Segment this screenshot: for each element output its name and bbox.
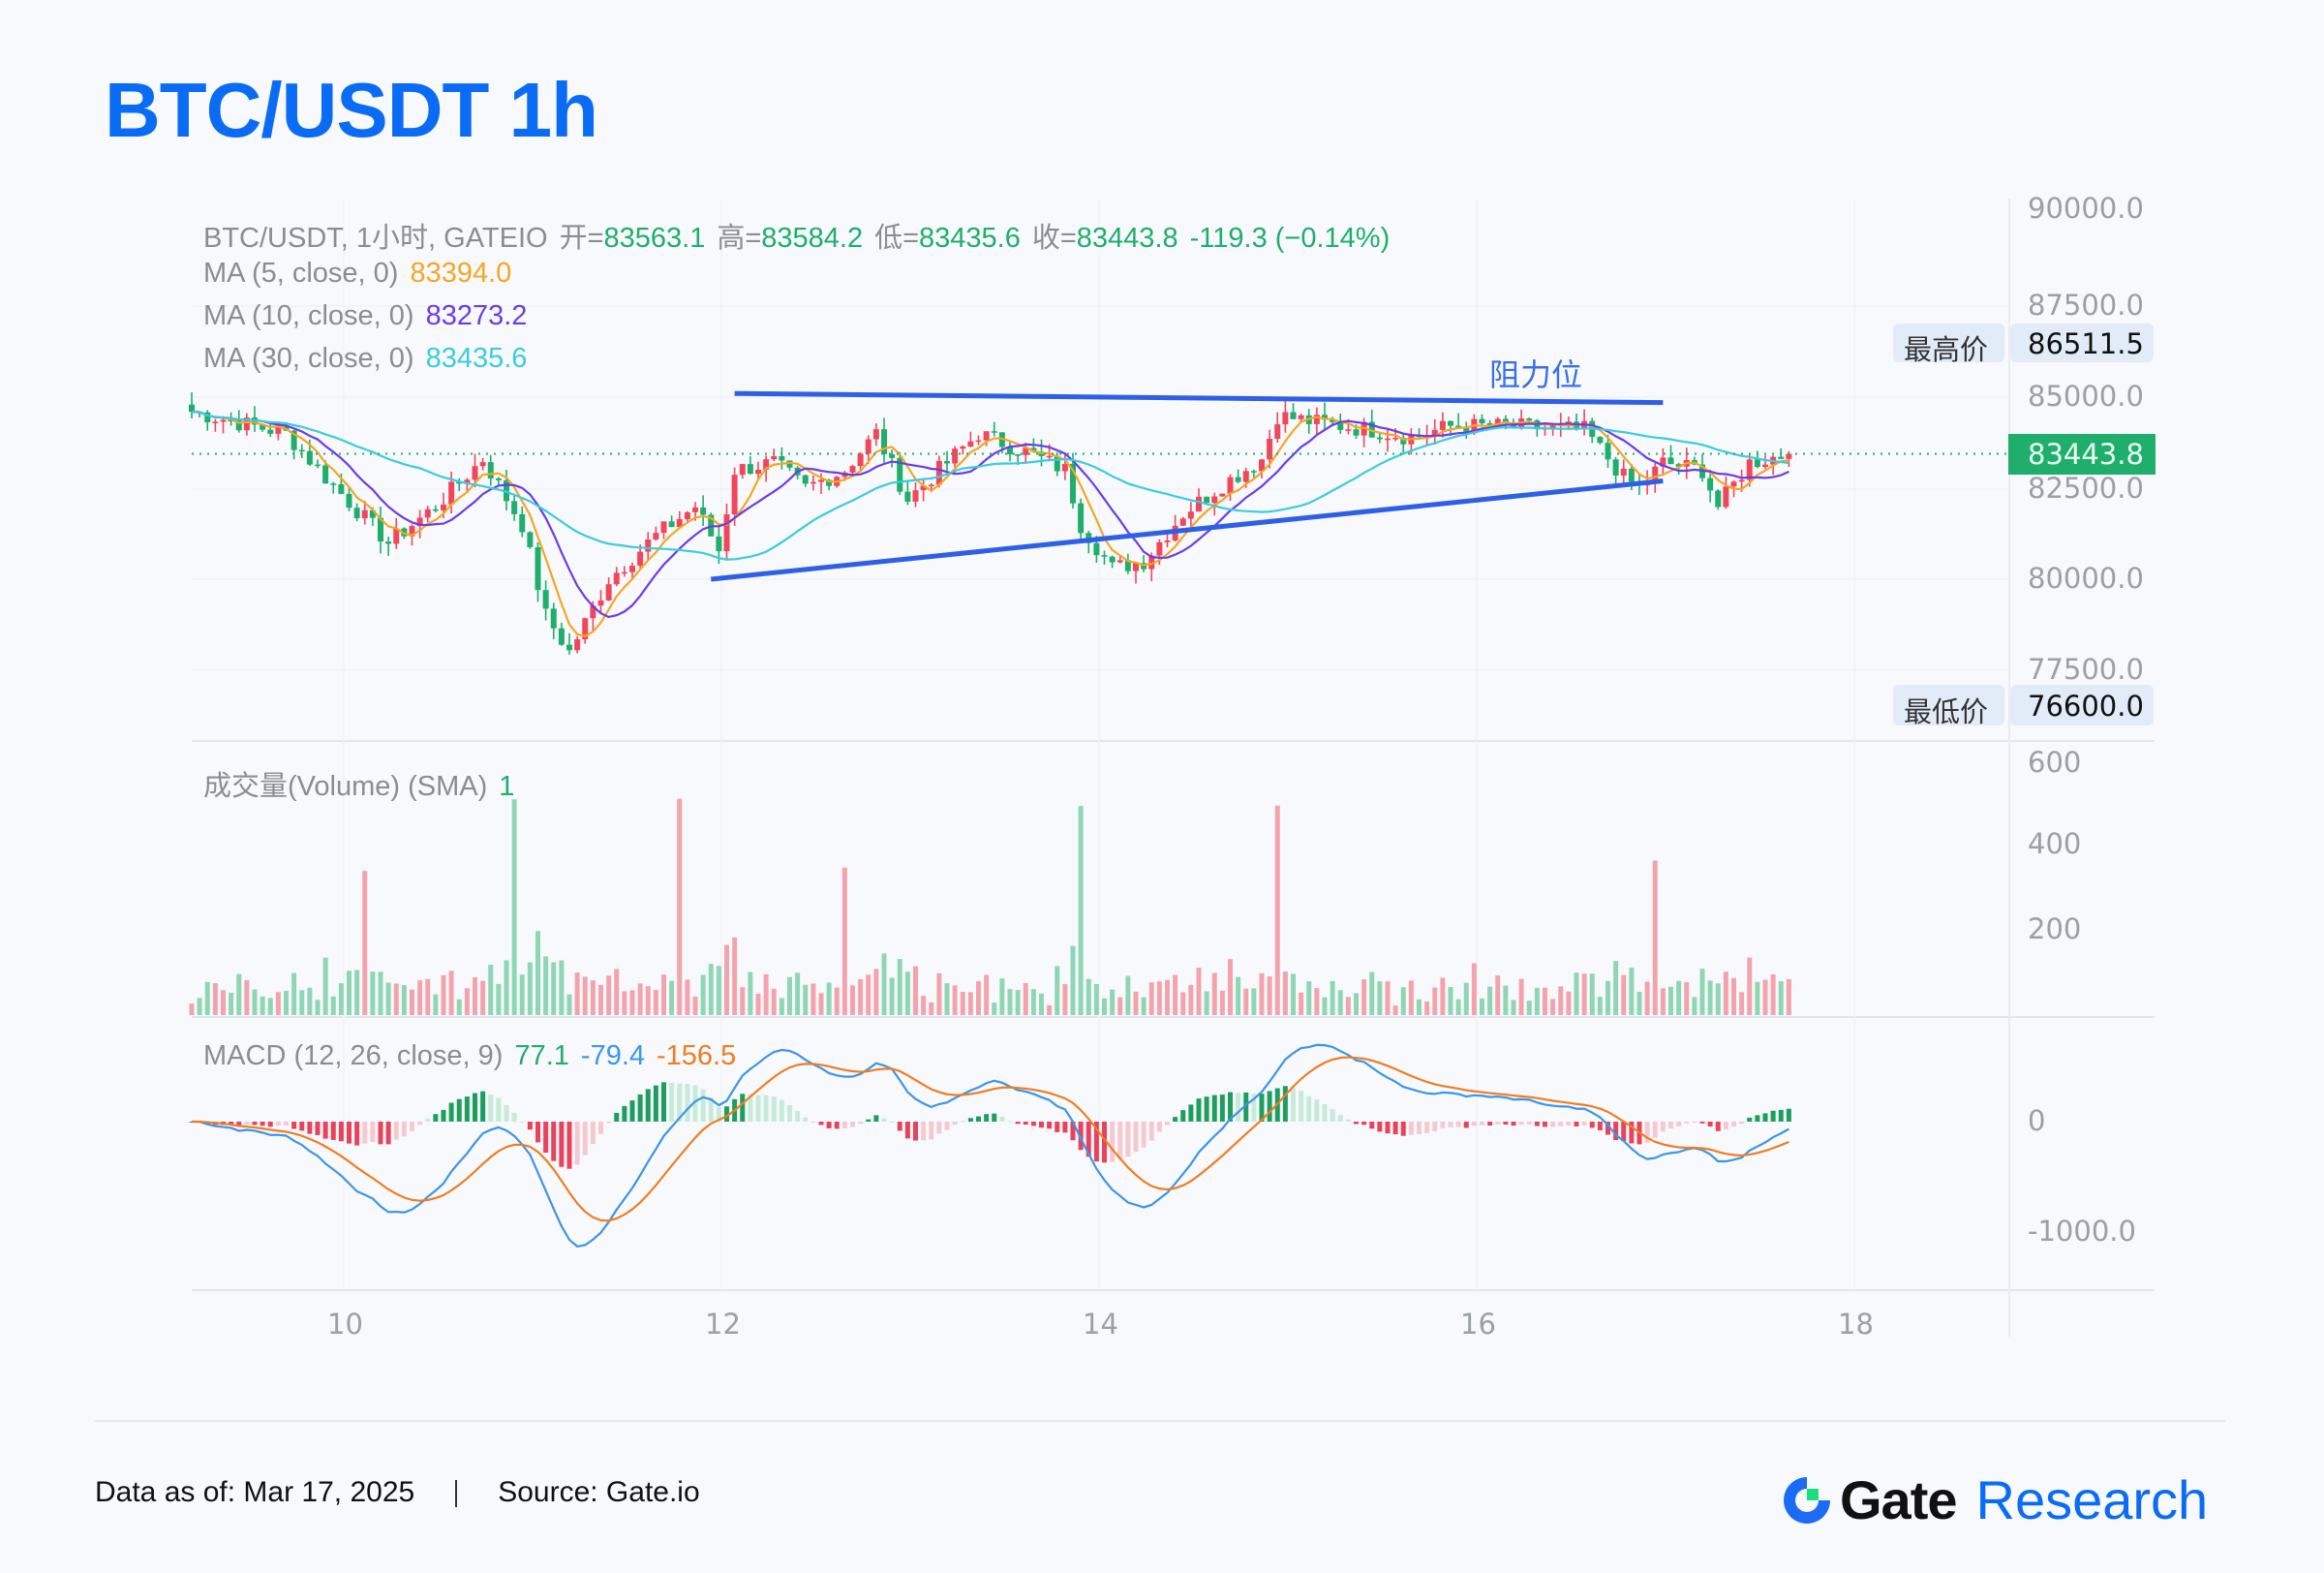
ma30-legend: MA (30, close, 0) 83435.6 [203, 343, 528, 374]
highest-label-box [1893, 324, 2004, 362]
price-tick: 90000.0 [2028, 192, 2144, 225]
time-tick: 10 [327, 1308, 363, 1341]
volume-tick: 200 [2028, 912, 2082, 945]
trendlines [710, 390, 1664, 582]
time-tick: 16 [1460, 1308, 1496, 1341]
lowest-label-box [1893, 685, 2004, 725]
macd-tick: 0 [2028, 1104, 2046, 1137]
page-title: BTC/USDT 1h [105, 67, 598, 153]
macd-legend: MACD (12, 26, close, 9) 77.1 -79.4 -156.5 [203, 1040, 737, 1071]
lowest-value: 76600.0 [2028, 690, 2144, 723]
data-date: Data as of: Mar 17, 2025 [95, 1476, 415, 1508]
lowest-value-box [2010, 685, 2154, 725]
lowest-label: 最低价 [1904, 695, 1989, 728]
logo-research: Research [1975, 1469, 2209, 1530]
price-tick: 77500.0 [2028, 653, 2144, 686]
volume-tick: 600 [2028, 746, 2082, 779]
volume-bars [189, 798, 1791, 1015]
resistance-label: 阻力位 [1489, 356, 1583, 393]
volume-legend: 成交量(Volume) (SMA) 1 [203, 771, 515, 802]
volume-tick: 400 [2028, 827, 2082, 860]
highest-label: 最高价 [1904, 333, 1989, 366]
gate-research-logo: Gate Research [1780, 1468, 2208, 1531]
footer: Data as of: Mar 17, 2025 Source: Gate.io [95, 1476, 700, 1509]
ma10-legend: MA (10, close, 0) 83273.2 [203, 300, 528, 331]
logo-gate: Gate [1840, 1469, 1957, 1530]
ma5-legend: MA (5, close, 0) 83394.0 [203, 258, 512, 289]
time-tick: 14 [1083, 1308, 1118, 1341]
time-tick: 18 [1838, 1308, 1874, 1341]
last-price-box [2008, 434, 2156, 475]
time-tick: 12 [705, 1308, 741, 1341]
moving-averages [191, 411, 2009, 637]
gate-logo-icon [1784, 1476, 1830, 1524]
price-tick: 87500.0 [2028, 289, 2144, 322]
footer-divider [95, 1420, 2225, 1422]
price-tick: 82500.0 [2028, 472, 2144, 505]
macd-pane [189, 1043, 1791, 1248]
price-tick: 85000.0 [2028, 380, 2144, 413]
highest-value: 86511.5 [2028, 327, 2144, 360]
footer-separator [455, 1480, 458, 1508]
macd-tick: -1000.0 [2028, 1215, 2136, 1248]
data-source: Source: Gate.io [498, 1476, 700, 1508]
price-tick: 80000.0 [2028, 562, 2144, 595]
highest-value-box [2010, 324, 2154, 362]
ohlc-legend: BTC/USDT, 1小时, GATEIO 开=83563.1 高=83584.2 低… [203, 223, 1391, 254]
last-price-tag: 83443.8 [2028, 438, 2144, 471]
